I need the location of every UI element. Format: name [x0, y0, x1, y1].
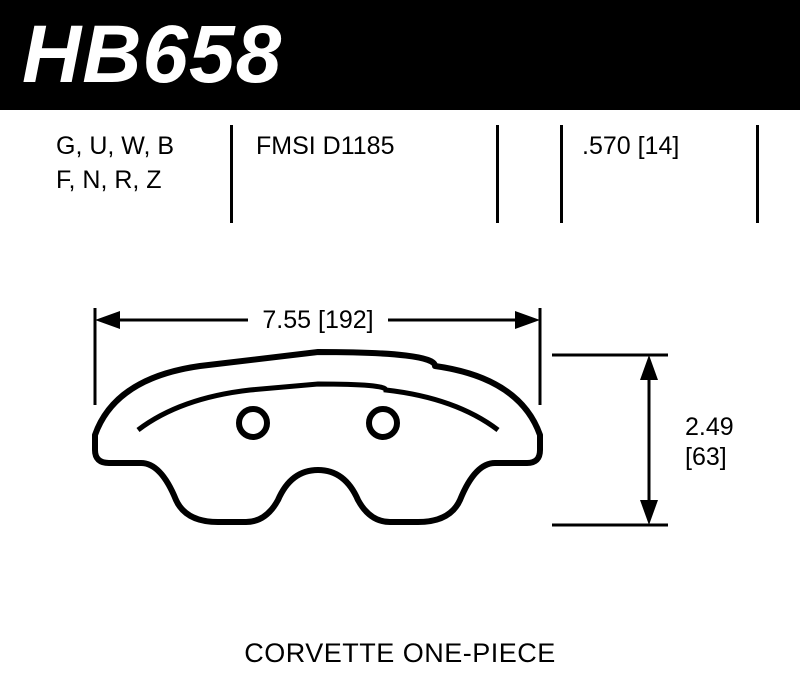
spec-row: G, U, W, B F, N, R, Z FMSI D1185 .570 [1…: [0, 130, 800, 220]
spec-divider-4: [756, 125, 759, 223]
height-label-line2: [63]: [685, 443, 727, 471]
part-number: HB658: [22, 8, 282, 102]
spec-divider-3: [560, 125, 563, 223]
height-dimension: 2.49 [63]: [552, 355, 734, 525]
header-bar: HB658: [0, 0, 800, 110]
compounds-line2: F, N, R, Z: [56, 164, 174, 198]
spec-divider-1: [230, 125, 233, 223]
thickness-value: .570 [14]: [582, 130, 679, 164]
mounting-hole-left: [239, 409, 267, 437]
diagram-area: 7.55 [192] 2.49 [63]: [0, 260, 800, 600]
brake-pad-diagram: 7.55 [192] 2.49 [63]: [0, 260, 800, 600]
compounds-column: G, U, W, B F, N, R, Z: [56, 130, 174, 198]
mounting-hole-right: [369, 409, 397, 437]
footer-label: CORVETTE ONE-PIECE: [0, 638, 800, 669]
thickness-column: .570 [14]: [582, 130, 679, 164]
spec-divider-2: [496, 125, 499, 223]
fmsi-column: FMSI D1185: [256, 130, 394, 164]
width-label: 7.55 [192]: [262, 306, 373, 334]
brake-pad-outline: [95, 352, 540, 522]
height-label-line1: 2.49: [685, 413, 734, 441]
compounds-line1: G, U, W, B: [56, 130, 174, 164]
fmsi-label: FMSI D1185: [256, 130, 394, 164]
